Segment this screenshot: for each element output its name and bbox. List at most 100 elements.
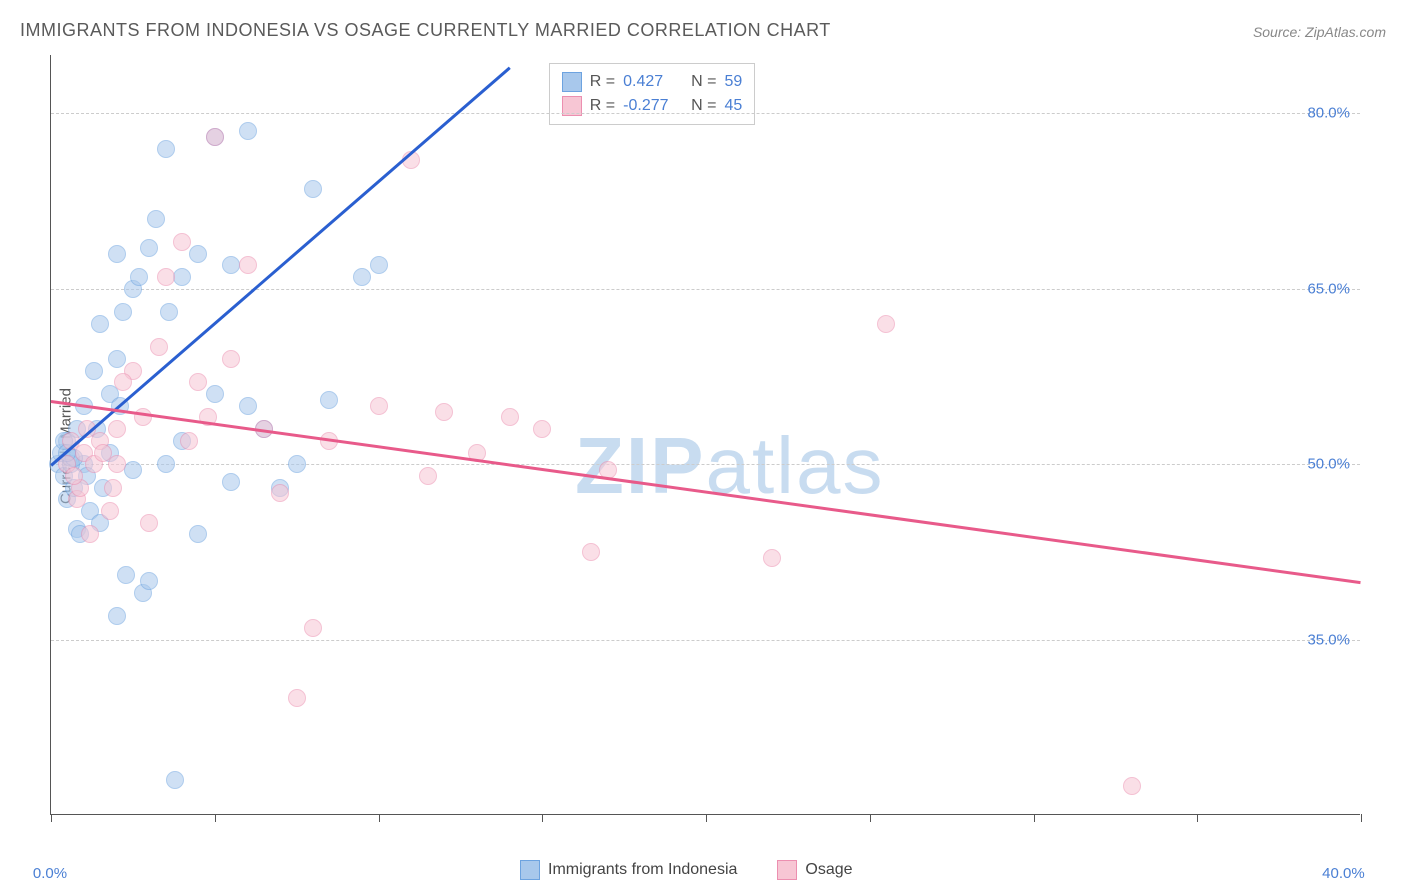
n-value: 45 [724,97,742,115]
y-tick-label: 50.0% [1307,456,1350,473]
scatter-point [157,268,175,286]
legend-label: Immigrants from Indonesia [548,861,737,879]
scatter-point [140,572,158,590]
x-tick [870,814,871,822]
scatter-point [117,566,135,584]
scatter-point [91,315,109,333]
r-value: 0.427 [623,73,683,91]
scatter-point [124,461,142,479]
x-tick [1361,814,1362,822]
scatter-point [150,338,168,356]
scatter-point [108,420,126,438]
y-tick-label: 65.0% [1307,280,1350,297]
scatter-point [173,268,191,286]
scatter-point [189,525,207,543]
scatter-point [222,350,240,368]
scatter-point [1123,777,1141,795]
trendline [51,400,1361,584]
scatter-point [288,455,306,473]
r-value: -0.277 [623,97,683,115]
stats-legend: R = 0.427 N = 59 R = -0.277 N = 45 [549,63,755,125]
scatter-point [320,391,338,409]
scatter-point [533,420,551,438]
scatter-point [157,140,175,158]
scatter-point [173,233,191,251]
scatter-point [130,268,148,286]
r-label: R = [590,97,615,115]
scatter-point [222,256,240,274]
x-tick-label: 0.0% [33,865,67,882]
scatter-point [108,455,126,473]
scatter-point [304,619,322,637]
n-label: N = [691,97,716,115]
scatter-point [353,268,371,286]
scatter-point [206,385,224,403]
scatter-point [370,397,388,415]
scatter-point [206,128,224,146]
scatter-point [288,689,306,707]
legend-item: Osage [777,860,852,880]
x-tick [51,814,52,822]
y-tick-label: 35.0% [1307,631,1350,648]
scatter-point [271,484,289,502]
scatter-point [239,397,257,415]
legend-label: Osage [805,861,852,879]
watermark-bold: ZIP [575,421,705,510]
gridline [51,464,1360,465]
scatter-point [239,256,257,274]
scatter-point [239,122,257,140]
scatter-point [104,479,122,497]
scatter-point [114,303,132,321]
legend-swatch [777,860,797,880]
n-label: N = [691,73,716,91]
stats-row: R = 0.427 N = 59 [562,70,742,94]
scatter-point [189,245,207,263]
scatter-point [108,245,126,263]
gridline [51,640,1360,641]
scatter-point [160,303,178,321]
scatter-point [435,403,453,421]
x-tick [1034,814,1035,822]
plot-area: ZIPatlas R = 0.427 N = 59 R = -0.277 N = 45… [50,55,1360,815]
watermark: ZIPatlas [575,420,884,512]
x-tick [1197,814,1198,822]
y-tick-label: 80.0% [1307,105,1350,122]
gridline [51,113,1360,114]
legend-swatch [562,72,582,92]
scatter-point [108,350,126,368]
scatter-point [180,432,198,450]
scatter-point [166,771,184,789]
scatter-point [189,373,207,391]
scatter-point [304,180,322,198]
legend-swatch [520,860,540,880]
scatter-point [140,239,158,257]
scatter-point [108,607,126,625]
source-attribution: Source: ZipAtlas.com [1253,24,1386,40]
scatter-point [147,210,165,228]
gridline [51,289,1360,290]
scatter-point [65,467,83,485]
series-legend: Immigrants from Indonesia Osage [520,860,853,880]
scatter-point [101,502,119,520]
scatter-point [85,362,103,380]
scatter-point [763,549,781,567]
x-tick [706,814,707,822]
scatter-point [582,543,600,561]
chart-title: IMMIGRANTS FROM INDONESIA VS OSAGE CURRE… [20,20,831,41]
scatter-point [114,373,132,391]
x-tick [215,814,216,822]
scatter-point [222,473,240,491]
legend-item: Immigrants from Indonesia [520,860,737,880]
x-tick-label: 40.0% [1322,865,1365,882]
scatter-point [370,256,388,274]
x-tick [542,814,543,822]
n-value: 59 [724,73,742,91]
scatter-point [81,525,99,543]
scatter-point [140,514,158,532]
scatter-point [419,467,437,485]
scatter-point [501,408,519,426]
x-tick [379,814,380,822]
scatter-point [157,455,175,473]
r-label: R = [590,73,615,91]
scatter-point [877,315,895,333]
